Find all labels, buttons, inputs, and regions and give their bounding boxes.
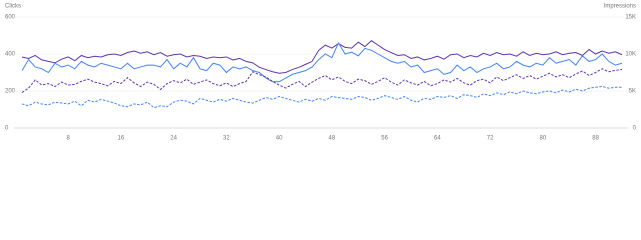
x-tick-label: 88 bbox=[592, 136, 599, 142]
x-tick-label: 32 bbox=[223, 136, 230, 142]
series-line bbox=[21, 40, 623, 74]
series-line bbox=[21, 68, 623, 93]
y-tick-label: 200 bbox=[5, 89, 16, 95]
y2-tick-label: 0 bbox=[633, 126, 637, 132]
x-tick-label: 48 bbox=[329, 136, 336, 142]
y-tick-label: 600 bbox=[5, 15, 16, 21]
x-tick-label: 24 bbox=[170, 136, 177, 142]
y-tick-label: 0 bbox=[5, 126, 9, 132]
y-tick-label: 400 bbox=[5, 52, 16, 58]
x-tick-label: 8 bbox=[66, 136, 70, 142]
y2-axis-title: Impressions bbox=[604, 4, 636, 10]
y-axis-title: Clicks bbox=[5, 4, 21, 10]
x-tick-label: 72 bbox=[487, 136, 494, 142]
chart: Clicks Impressions 0 200 400 600 0 5K 10K 15K 8 1… bbox=[5, 4, 637, 142]
series-line bbox=[21, 85, 622, 109]
x-tick-label: 56 bbox=[381, 136, 388, 142]
x-tick-label: 40 bbox=[276, 136, 283, 142]
series-line bbox=[21, 41, 623, 83]
y2-tick-label: 5K bbox=[629, 89, 636, 95]
x-tick-label: 64 bbox=[434, 136, 441, 142]
y2-tick-label: 15K bbox=[625, 15, 636, 21]
y2-tick-label: 10K bbox=[625, 52, 636, 58]
x-tick-label: 80 bbox=[540, 136, 547, 142]
x-tick-label: 16 bbox=[118, 136, 125, 142]
